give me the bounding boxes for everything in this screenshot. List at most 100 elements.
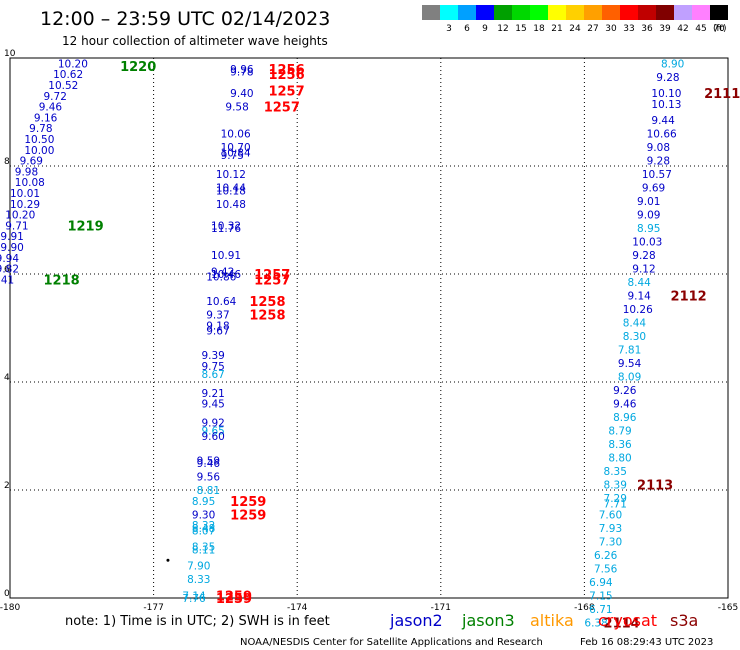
wave-height-label: 8.33 bbox=[187, 574, 210, 586]
wave-height-label: 9.78 bbox=[29, 123, 52, 135]
wave-height-label: 10.84 bbox=[221, 148, 251, 160]
axis-ticks: -180 -177 -174 -171 -168 -165 0 2 4 6 8 10 bbox=[0, 49, 738, 613]
legend-swatch bbox=[422, 5, 440, 20]
wave-height-label: 9.01 bbox=[637, 196, 660, 208]
color-legend: 3 6 9 12 15 18 21 24 27 30 33 36 39 42 45 70 bbox=[422, 5, 728, 34]
satellite-legend-s3a: s3a bbox=[670, 611, 698, 630]
wave-height-label: 9.26 bbox=[613, 385, 637, 397]
pass-time-label: 2113 bbox=[637, 479, 673, 494]
wave-height-label: 10.62 bbox=[53, 69, 83, 81]
y-tick-label: 0 bbox=[4, 589, 10, 599]
wave-height-label: 9.65 bbox=[201, 426, 224, 438]
wave-height-label: 7.93 bbox=[599, 523, 622, 535]
chart-title: 12:00 – 23:59 UTC 02/14/2023 bbox=[40, 8, 330, 30]
wave-height-label: 9.59 bbox=[197, 455, 220, 467]
wave-height-label: 7.90 bbox=[187, 561, 210, 573]
wave-height-label: 9.45 bbox=[201, 399, 224, 411]
wave-height-label: 9.30 bbox=[192, 509, 215, 521]
legend-bin-label: 9 bbox=[482, 24, 488, 34]
wave-height-label: 9.28 bbox=[632, 250, 655, 262]
pass-time-label: 1259 bbox=[216, 592, 252, 607]
legend-swatch bbox=[692, 5, 710, 20]
pass-time-label: 1258 bbox=[249, 309, 285, 324]
wave-height-label: 9.16 bbox=[34, 112, 58, 124]
wave-height-label: 10.06 bbox=[221, 129, 251, 141]
wave-height-label: 10.48 bbox=[216, 199, 246, 211]
legend-bin-label: 30 bbox=[605, 24, 617, 34]
pass-time-label: 2111 bbox=[704, 87, 740, 102]
footer-timestamp: Feb 16 08:29:43 UTC 2023 bbox=[580, 637, 713, 648]
wave-height-label: 10.91 bbox=[211, 250, 241, 262]
wave-height-label: 7.30 bbox=[599, 536, 622, 548]
legend-swatch bbox=[674, 5, 692, 20]
x-tick-label: -177 bbox=[143, 603, 163, 613]
legend-bin-label: 18 bbox=[533, 24, 545, 34]
wave-height-label: 9.14 bbox=[627, 291, 651, 303]
wave-height-label: 10.18 bbox=[216, 185, 246, 197]
wave-height-label: 9.92 bbox=[201, 418, 224, 430]
wave-height-label: 9.39 bbox=[201, 350, 224, 362]
pass-time-label: 2114 bbox=[604, 616, 640, 631]
legend-swatch bbox=[656, 5, 674, 20]
wave-height-label: 7.15 bbox=[589, 590, 612, 602]
legend-bin-label: 27 bbox=[587, 24, 598, 34]
legend-swatch bbox=[458, 5, 476, 20]
wave-height-label: 9.28 bbox=[656, 72, 679, 84]
legend-swatch bbox=[584, 5, 602, 20]
wave-height-label: 6.38 bbox=[584, 617, 607, 629]
y-tick-label: 4 bbox=[4, 373, 10, 383]
wave-height-label: 9.44 bbox=[651, 115, 675, 127]
wave-height-label: 8.32 bbox=[192, 520, 215, 532]
satellite-legend: jason2 jason3 altika cryosat s3a bbox=[389, 611, 698, 630]
chart-subtitle: 12 hour collection of altimeter wave hei… bbox=[62, 34, 328, 48]
x-tick-label: -165 bbox=[718, 603, 738, 613]
legend-bin-label: 24 bbox=[569, 24, 581, 34]
legend-bin-label: 15 bbox=[515, 24, 526, 34]
legend-swatch bbox=[602, 5, 620, 20]
legend-bin-label: 39 bbox=[659, 24, 671, 34]
x-tick-label: -180 bbox=[0, 603, 20, 613]
wave-height-label: 10.70 bbox=[221, 142, 251, 154]
wave-height-label: 9.75 bbox=[201, 361, 224, 373]
wave-height-label: 8.67 bbox=[201, 369, 224, 381]
wave-height-label: 10.20 bbox=[58, 58, 88, 70]
wave-height-label: 7.60 bbox=[599, 509, 622, 521]
pass-time-label: 1256 bbox=[268, 68, 304, 83]
legend-bin-label: 12 bbox=[497, 24, 508, 34]
wave-height-label: 9.94 bbox=[0, 253, 19, 265]
wave-height-label: 10.86 bbox=[206, 272, 236, 284]
wave-height-label: 10.13 bbox=[651, 99, 681, 111]
wave-height-label: 8.95 bbox=[192, 496, 215, 508]
wave-height-label: 6.26 bbox=[594, 550, 618, 562]
wave-height-label: 10.03 bbox=[632, 237, 662, 249]
wave-height-label: 8.35 bbox=[604, 466, 627, 478]
wave-height-label: 8.35 bbox=[192, 542, 215, 554]
satellite-legend-altika: altika bbox=[530, 611, 574, 630]
wave-height-label: 9.71 bbox=[5, 220, 28, 232]
legend-swatch bbox=[620, 5, 638, 20]
wave-height-label: 7.71 bbox=[604, 499, 627, 511]
legend-swatch bbox=[440, 5, 458, 20]
y-tick-label: 10 bbox=[4, 49, 16, 59]
wave-height-label: 10.57 bbox=[642, 169, 672, 181]
pass-time-label: 1257 bbox=[264, 101, 300, 116]
wave-height-label: 9.78 bbox=[230, 67, 253, 79]
wave-height-label: 9.60 bbox=[201, 431, 224, 443]
wave-height-label: 7.29 bbox=[604, 493, 627, 505]
wave-height-label: 8.07 bbox=[192, 526, 215, 538]
legend-swatch bbox=[566, 5, 584, 20]
wave-height-label: 8.09 bbox=[618, 372, 641, 384]
legend-bin-label: 70 bbox=[713, 24, 725, 34]
y-tick-label: 2 bbox=[4, 481, 10, 491]
satellite-legend-jason2: jason2 bbox=[389, 611, 443, 630]
pass-time-label: 1257 bbox=[268, 84, 304, 99]
pass-time-labels: 1220121912181256125612571257125712571258… bbox=[44, 60, 740, 631]
wave-height-label: 10.64 bbox=[206, 296, 236, 308]
wave-height-label: 10.20 bbox=[5, 210, 35, 222]
legend-swatch bbox=[548, 5, 566, 20]
wave-height-label: 9.58 bbox=[225, 102, 248, 114]
pass-time-label: 1257 bbox=[254, 268, 290, 283]
wave-height-label: 10.66 bbox=[647, 129, 677, 141]
y-tick-label: 6 bbox=[4, 265, 10, 275]
